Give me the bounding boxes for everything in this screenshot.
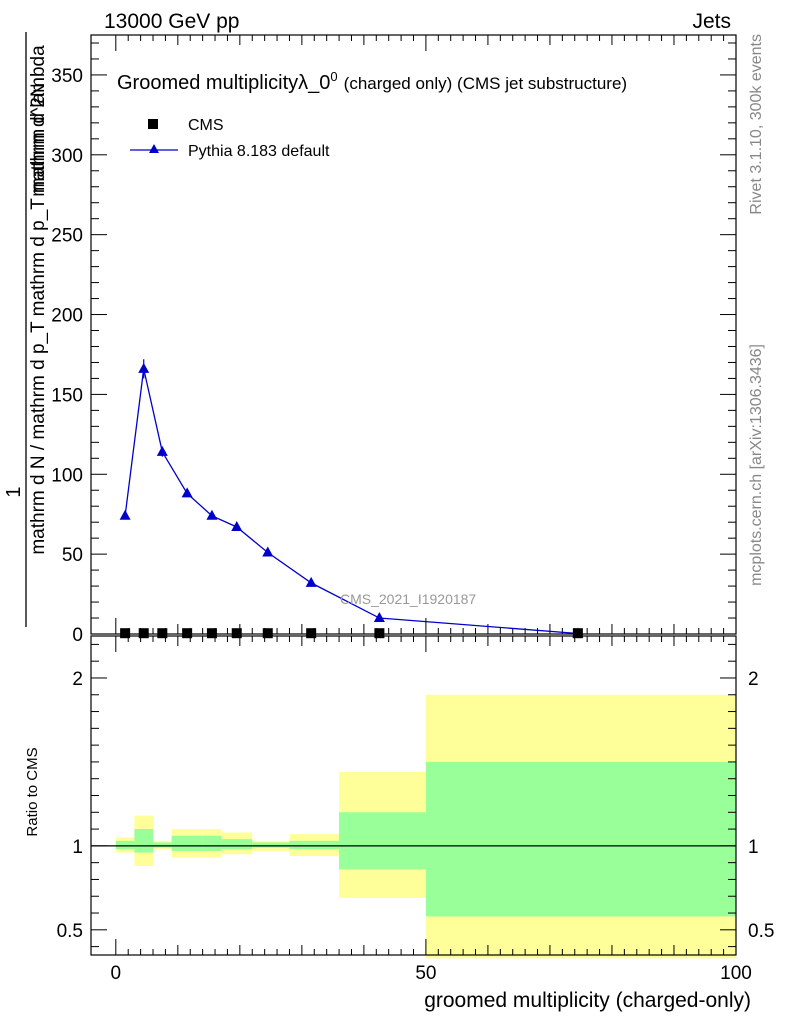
- mc-point: [262, 546, 274, 557]
- ratio-ytick-label-left: 0.5: [57, 921, 83, 942]
- ratio-xtick-label: 100: [720, 963, 752, 984]
- header-left: 13000 GeV pp: [104, 10, 239, 33]
- mc-point: [373, 612, 385, 623]
- main-ytick-label: 300: [51, 146, 83, 167]
- cms-point: [120, 628, 131, 639]
- main-ytick-label: 50: [62, 545, 83, 566]
- mc-point: [305, 576, 317, 587]
- mc-series-line: [124, 368, 578, 635]
- mc-point: [206, 509, 218, 520]
- main-ytick-label: 100: [51, 465, 83, 486]
- ratio-ytick-label-right: 2: [748, 669, 759, 690]
- cms-point: [262, 628, 273, 639]
- ratio-ylabel: Ratio to CMS: [24, 747, 41, 836]
- cms-point: [572, 628, 583, 639]
- rivet-label: Rivet 3.1.10, 300k events: [748, 34, 765, 215]
- mc-point: [231, 520, 243, 531]
- cms-point: [206, 628, 217, 639]
- ratio-ytick-label-left: 1: [72, 837, 83, 858]
- chart-title-sup: 0: [330, 69, 337, 84]
- mc-point: [138, 362, 150, 373]
- legend-cms-label: CMS: [188, 117, 224, 134]
- ratio-band-stat-9: [425, 761, 736, 917]
- ratio-band-stat-1: [134, 829, 154, 853]
- legend-cms-marker: [148, 119, 158, 129]
- ratio-xtick-label: 0: [111, 963, 122, 984]
- main-ytick-label: 0: [72, 625, 83, 646]
- mc-point: [156, 445, 168, 456]
- cms-point: [157, 628, 168, 639]
- cms-point: [138, 628, 149, 639]
- main-ylabel-extra: mathrm d^2N: [28, 83, 49, 196]
- cms-point: [182, 628, 193, 639]
- legend-mc-label: Pythia 8.183 default: [188, 143, 330, 160]
- ratio-ytick-label-left: 2: [72, 669, 83, 690]
- legend: CMS Pythia 8.183 default: [130, 117, 330, 160]
- mc-point: [181, 487, 193, 498]
- cms-point: [231, 628, 242, 639]
- ratio-band-stat-3: [171, 835, 203, 851]
- ratio-ytick-label-right: 1: [748, 837, 759, 858]
- main-ytick-label: 200: [51, 306, 83, 327]
- ratio-band-stat-0: [115, 840, 135, 850]
- ratio-band-stat-4: [202, 835, 222, 851]
- ratio-xlabel: groomed multiplicity (charged-only): [424, 989, 751, 1012]
- main-ylabel-numer: 1: [3, 486, 25, 497]
- main-ytick-label: 250: [51, 226, 83, 247]
- chart-title: Groomed multiplicityλ_00 (charged only) (…: [117, 69, 627, 94]
- ratio-band-stat-2: [153, 842, 172, 848]
- ratio-panel: 0 50 100 0.5 0.5 1 1 2 2: [57, 635, 774, 984]
- analysis-watermark: CMS_2021_I1920187: [340, 591, 476, 607]
- header-right: Jets: [692, 10, 731, 33]
- cms-point: [374, 628, 385, 639]
- main-panel: 0 50 100 150 200 250 300 350: [51, 34, 737, 646]
- ratio-band-stat-6: [252, 842, 290, 848]
- main-ytick-label: 150: [51, 385, 83, 406]
- ratio-band-stat-8: [339, 812, 426, 870]
- legend-mc-marker: [149, 144, 159, 153]
- chart-title-main: Groomed multiplicityλ_0: [117, 72, 330, 94]
- main-ylabel-denom: mathrm d N / mathrm d p_T mathrm d p_T m…: [28, 45, 49, 555]
- ratio-ytick-label-right: 0.5: [748, 921, 774, 942]
- main-ylabel: 1 mathrm d N / mathrm d p_T mathrm d p_T…: [3, 32, 49, 627]
- chart-title-tail: (charged only) (CMS jet substructure): [344, 74, 627, 93]
- cms-point: [306, 628, 317, 639]
- ratio-band-stat-5: [221, 839, 253, 850]
- mc-point: [119, 509, 131, 520]
- main-ytick-label: 350: [51, 66, 83, 87]
- ratio-band-stat-7: [289, 840, 340, 850]
- mcplots-label: mcplots.cern.ch [arXiv:1306.3436]: [748, 344, 765, 586]
- ratio-xtick-label: 50: [415, 963, 436, 984]
